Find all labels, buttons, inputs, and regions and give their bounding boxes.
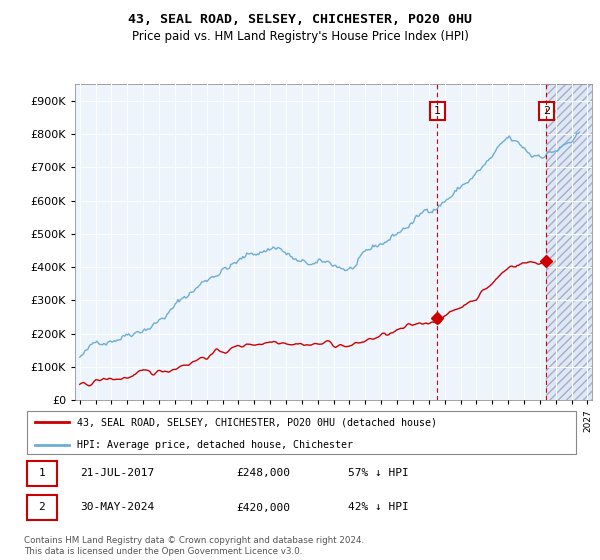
Text: 57% ↓ HPI: 57% ↓ HPI <box>347 468 409 478</box>
Text: 43, SEAL ROAD, SELSEY, CHICHESTER, PO20 0HU (detached house): 43, SEAL ROAD, SELSEY, CHICHESTER, PO20 … <box>77 417 437 427</box>
FancyBboxPatch shape <box>27 461 58 486</box>
Text: Contains HM Land Registry data © Crown copyright and database right 2024.
This d: Contains HM Land Registry data © Crown c… <box>24 536 364 556</box>
Text: 1: 1 <box>38 468 45 478</box>
Text: 42% ↓ HPI: 42% ↓ HPI <box>347 502 409 512</box>
Text: 2: 2 <box>543 106 550 116</box>
FancyBboxPatch shape <box>27 410 577 455</box>
Bar <box>547 84 595 400</box>
Text: £420,000: £420,000 <box>236 502 290 512</box>
Text: Price paid vs. HM Land Registry's House Price Index (HPI): Price paid vs. HM Land Registry's House … <box>131 30 469 43</box>
Text: 2: 2 <box>38 502 45 512</box>
Text: £248,000: £248,000 <box>236 468 290 478</box>
Text: 30-MAY-2024: 30-MAY-2024 <box>80 502 154 512</box>
Text: 21-JUL-2017: 21-JUL-2017 <box>80 468 154 478</box>
Text: HPI: Average price, detached house, Chichester: HPI: Average price, detached house, Chic… <box>77 440 353 450</box>
Text: 1: 1 <box>434 106 441 116</box>
Bar <box>547 84 595 400</box>
FancyBboxPatch shape <box>27 495 58 520</box>
Text: 43, SEAL ROAD, SELSEY, CHICHESTER, PO20 0HU: 43, SEAL ROAD, SELSEY, CHICHESTER, PO20 … <box>128 13 472 26</box>
